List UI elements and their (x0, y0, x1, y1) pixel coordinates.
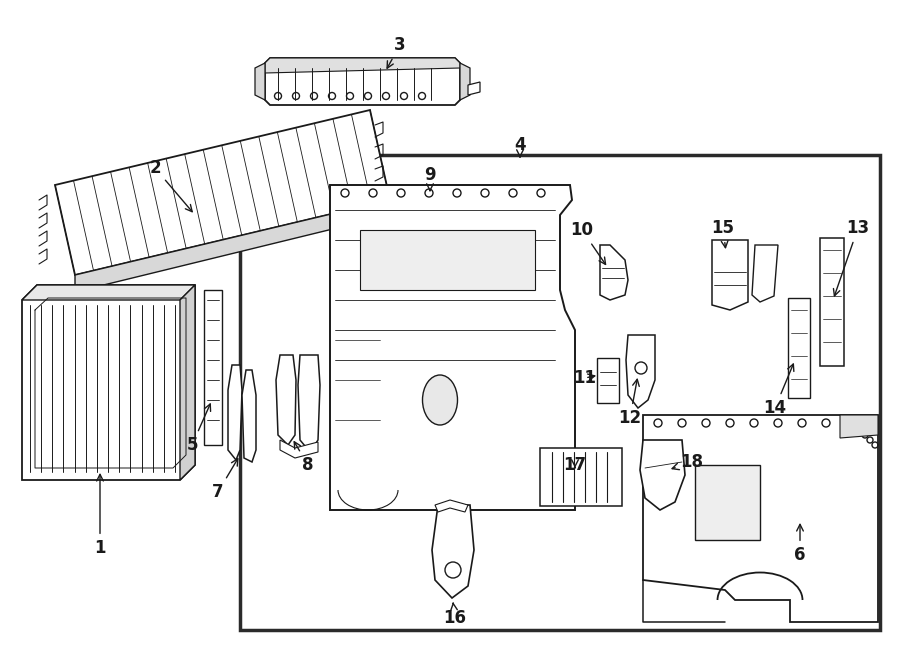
Text: 2: 2 (149, 159, 193, 212)
Polygon shape (600, 245, 628, 300)
Polygon shape (265, 58, 460, 73)
Bar (204, 290, 222, 445)
Text: 8: 8 (294, 442, 314, 474)
Text: 9: 9 (424, 166, 436, 191)
Polygon shape (468, 82, 480, 95)
Polygon shape (298, 355, 320, 452)
Polygon shape (460, 63, 470, 100)
Text: 15: 15 (712, 219, 734, 248)
Bar (597, 358, 619, 403)
Text: 6: 6 (794, 524, 806, 564)
Polygon shape (435, 500, 468, 512)
Bar (820, 238, 844, 366)
Polygon shape (180, 285, 195, 480)
Polygon shape (643, 415, 878, 622)
Text: 3: 3 (387, 36, 406, 68)
Polygon shape (228, 365, 242, 460)
Polygon shape (752, 245, 778, 302)
Polygon shape (280, 440, 318, 458)
Text: 7: 7 (212, 459, 238, 501)
Bar (240, 155, 880, 630)
Text: 1: 1 (94, 475, 106, 557)
Polygon shape (432, 505, 474, 598)
Text: 12: 12 (618, 379, 642, 427)
Text: 14: 14 (763, 364, 794, 417)
Polygon shape (840, 415, 878, 438)
Text: 18: 18 (672, 453, 704, 471)
Text: 10: 10 (571, 221, 606, 264)
Ellipse shape (422, 375, 457, 425)
Text: 16: 16 (444, 603, 466, 627)
Text: 13: 13 (833, 219, 869, 296)
Polygon shape (626, 335, 655, 408)
Bar (695, 465, 760, 540)
Polygon shape (330, 185, 575, 510)
Text: 4: 4 (514, 136, 526, 157)
Polygon shape (276, 355, 296, 445)
Polygon shape (242, 370, 256, 462)
Polygon shape (22, 285, 195, 480)
Polygon shape (265, 58, 460, 105)
Bar (540, 448, 622, 506)
Text: 5: 5 (186, 404, 211, 454)
Text: 17: 17 (563, 456, 587, 474)
Polygon shape (640, 440, 685, 510)
Bar (788, 298, 810, 398)
Polygon shape (22, 285, 195, 300)
Polygon shape (255, 63, 265, 100)
Text: 11: 11 (573, 369, 597, 387)
Bar (360, 230, 535, 290)
Polygon shape (55, 110, 390, 275)
Polygon shape (75, 200, 390, 292)
Polygon shape (712, 240, 748, 310)
